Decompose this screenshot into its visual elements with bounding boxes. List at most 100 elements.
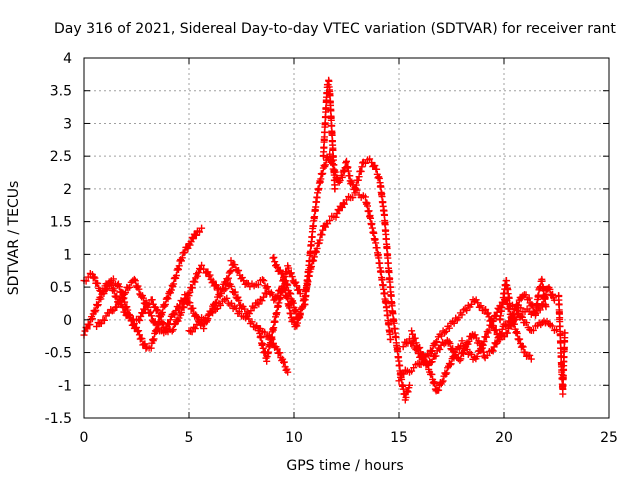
data-point xyxy=(420,353,428,361)
data-point xyxy=(424,361,432,369)
data-point xyxy=(517,312,525,320)
data-point xyxy=(402,339,410,347)
data-point xyxy=(335,207,343,215)
data-point xyxy=(235,267,243,275)
data-point xyxy=(409,330,416,338)
data-point xyxy=(295,286,303,294)
data-point xyxy=(113,303,121,311)
data-point xyxy=(254,281,262,289)
data-point xyxy=(561,329,569,337)
data-points xyxy=(80,76,569,404)
data-point xyxy=(523,319,531,327)
data-point xyxy=(527,355,535,363)
data-point xyxy=(222,285,230,293)
y-axis-label: SDTVAR / TECUs xyxy=(6,181,22,296)
data-point xyxy=(480,338,488,346)
data-point xyxy=(260,277,268,285)
data-point xyxy=(465,337,473,345)
data-point xyxy=(167,286,175,294)
data-point xyxy=(549,290,557,298)
data-point xyxy=(188,328,196,336)
data-point xyxy=(545,320,553,328)
series-track-i xyxy=(319,76,339,193)
data-point xyxy=(228,299,236,307)
data-point xyxy=(97,295,105,303)
data-point xyxy=(548,322,556,330)
series-track-m xyxy=(496,275,550,324)
data-point xyxy=(278,269,286,277)
data-point xyxy=(525,294,533,302)
data-point xyxy=(542,303,550,311)
data-point xyxy=(395,377,403,385)
y-tick-label: 0 xyxy=(63,313,72,329)
data-point xyxy=(152,321,160,329)
data-point xyxy=(366,155,374,163)
data-point xyxy=(477,347,485,355)
y-tick-label: 2 xyxy=(63,182,72,198)
data-point xyxy=(235,296,243,304)
data-point xyxy=(130,275,138,283)
data-point xyxy=(126,312,134,320)
data-point xyxy=(489,347,497,355)
data-point xyxy=(251,323,259,331)
data-point xyxy=(188,284,196,292)
data-point xyxy=(196,318,204,326)
data-point xyxy=(433,338,441,346)
data-point xyxy=(411,334,419,342)
data-point xyxy=(115,283,123,291)
data-point xyxy=(172,271,180,279)
data-point xyxy=(88,315,96,323)
data-point xyxy=(238,274,246,282)
data-point xyxy=(91,274,99,282)
data-point xyxy=(451,351,459,359)
data-point xyxy=(91,308,99,316)
data-point xyxy=(400,370,408,378)
data-point xyxy=(482,333,490,341)
data-point xyxy=(131,277,139,285)
data-point xyxy=(259,276,266,284)
data-point xyxy=(209,309,217,317)
data-point xyxy=(163,294,171,302)
data-point xyxy=(387,335,395,343)
data-point xyxy=(445,324,453,332)
data-point xyxy=(438,378,446,386)
data-point xyxy=(186,288,194,296)
data-point xyxy=(148,296,156,304)
data-point xyxy=(154,307,162,315)
data-point xyxy=(227,282,235,290)
data-point xyxy=(436,345,444,353)
data-point xyxy=(161,302,169,310)
data-point xyxy=(485,313,493,321)
plot-frame xyxy=(83,57,610,419)
data-point xyxy=(181,248,189,256)
data-point xyxy=(492,326,500,334)
data-point xyxy=(280,358,288,366)
data-point xyxy=(169,326,177,334)
data-point xyxy=(440,340,448,348)
data-point xyxy=(231,261,239,269)
data-point xyxy=(457,355,465,363)
data-point xyxy=(189,304,197,312)
data-point xyxy=(371,162,379,170)
data-point xyxy=(261,328,269,336)
data-point xyxy=(475,303,483,311)
data-point xyxy=(231,288,239,296)
grid xyxy=(84,58,609,418)
data-point xyxy=(441,328,449,336)
data-point xyxy=(260,293,268,301)
series-track-b xyxy=(80,261,235,339)
data-point xyxy=(159,319,167,327)
data-point xyxy=(408,327,416,335)
data-point xyxy=(250,304,258,312)
data-point xyxy=(287,269,295,277)
data-point xyxy=(519,292,527,300)
data-point xyxy=(94,319,102,327)
data-point xyxy=(452,351,460,359)
data-point xyxy=(293,282,301,290)
data-point xyxy=(483,352,491,360)
data-point xyxy=(235,308,243,316)
data-point xyxy=(189,235,197,243)
data-point xyxy=(107,306,115,314)
data-point xyxy=(136,316,144,324)
data-point xyxy=(178,254,186,262)
